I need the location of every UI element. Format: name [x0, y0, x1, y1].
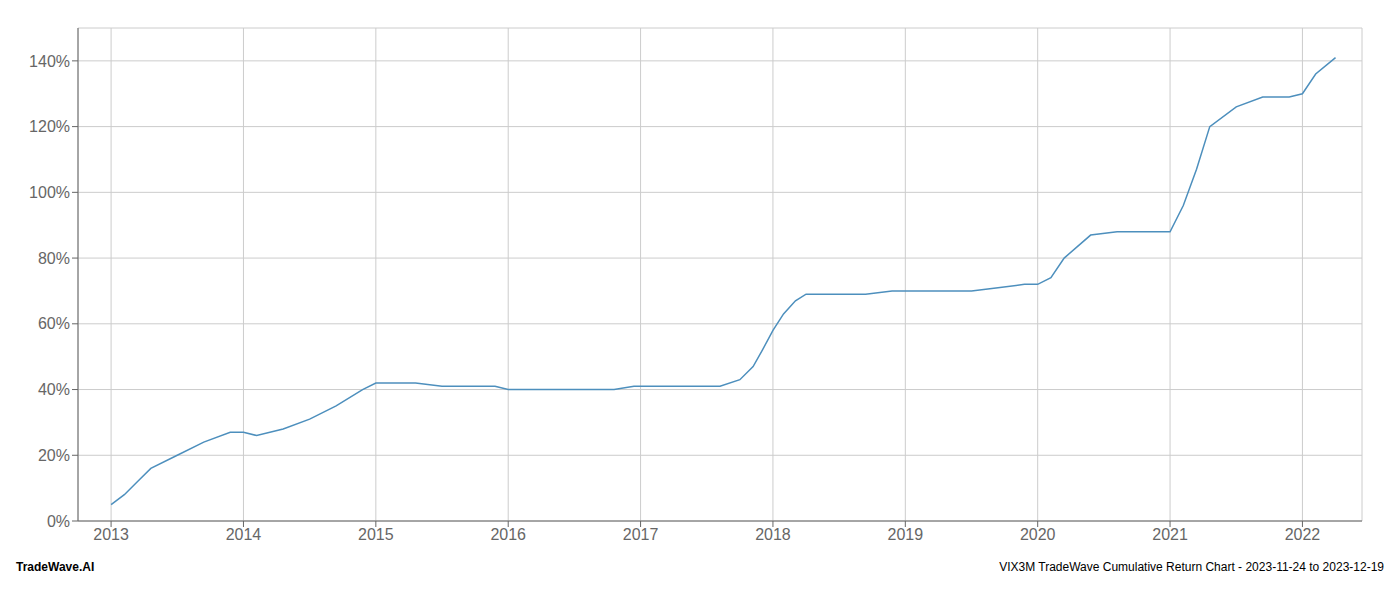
- html-text:TradeWave.AI: TradeWave.AI: [16, 560, 95, 574]
- svg-text:20%: 20%: [38, 447, 70, 464]
- svg-text:0%: 0%: [47, 513, 70, 530]
- svg-text:2014: 2014: [226, 526, 262, 543]
- svg-text:100%: 100%: [29, 184, 70, 201]
- svg-text:40%: 40%: [38, 381, 70, 398]
- svg-text:80%: 80%: [38, 250, 70, 267]
- svg-text:2022: 2022: [1285, 526, 1321, 543]
- svg-text:2021: 2021: [1152, 526, 1188, 543]
- svg-text:2019: 2019: [888, 526, 924, 543]
- svg-text:140%: 140%: [29, 53, 70, 70]
- svg-text:60%: 60%: [38, 315, 70, 332]
- svg-text:2013: 2013: [93, 526, 129, 543]
- svg-text:2018: 2018: [755, 526, 791, 543]
- svg-text:2017: 2017: [623, 526, 659, 543]
- svg-text:120%: 120%: [29, 118, 70, 135]
- svg-text:2016: 2016: [490, 526, 526, 543]
- svg-text:2020: 2020: [1020, 526, 1056, 543]
- svg-text:2015: 2015: [358, 526, 394, 543]
- html-text:VIX3M TradeWave Cumulative Ret: VIX3M TradeWave Cumulative Return Chart …: [999, 560, 1384, 574]
